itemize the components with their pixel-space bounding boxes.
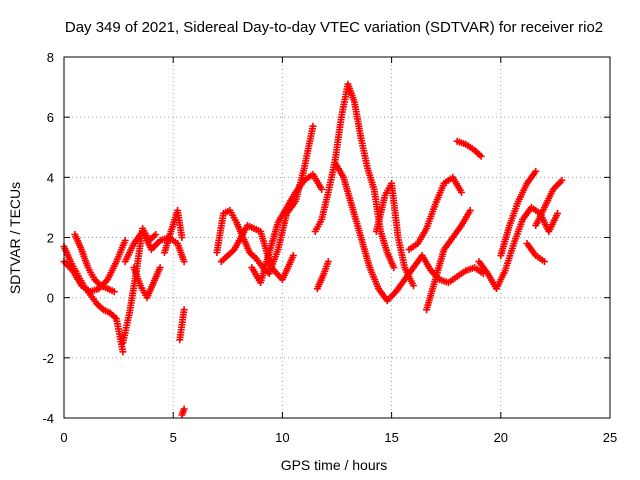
x-tick-labels: 0 5 10 15 20 25	[60, 430, 617, 445]
series-sat-g	[160, 206, 186, 257]
series-sat-b	[60, 237, 129, 296]
y-tick-label: -4	[42, 411, 54, 426]
series-sat-o	[331, 158, 487, 305]
x-tick-label: 20	[494, 430, 508, 445]
data-point	[289, 252, 297, 260]
x-tick-label: 25	[603, 430, 617, 445]
series-sat-h	[176, 306, 188, 344]
series-sat-p	[372, 179, 417, 290]
series-sat-f	[130, 264, 164, 302]
series-sat-t	[475, 203, 562, 293]
data-point	[152, 230, 160, 238]
data-point	[119, 348, 127, 356]
data-point	[178, 234, 186, 241]
data-point	[554, 209, 562, 217]
series-sat-v	[532, 176, 566, 229]
y-tick-label: 0	[47, 291, 54, 306]
x-tick-label: 15	[384, 430, 398, 445]
data-point	[477, 152, 485, 160]
series-sat-c	[71, 230, 118, 296]
y-tick-label: 2	[47, 231, 54, 246]
series-sat-i	[178, 405, 188, 419]
y-tick-labels: -4 -2 0 2 4 6 8	[42, 50, 54, 426]
series-sat-k	[217, 221, 297, 284]
series-sat-n	[311, 80, 398, 272]
x-axis-label: GPS time / hours	[281, 457, 388, 473]
data-point	[390, 264, 398, 272]
data-point	[558, 176, 566, 184]
chart-title: Day 349 of 2021, Sidereal Day-to-day VTE…	[65, 19, 603, 36]
series-sat-m	[313, 258, 332, 293]
y-tick-label: 4	[47, 170, 54, 185]
data-point	[110, 288, 118, 296]
data-point	[324, 258, 332, 266]
data-point	[532, 167, 540, 175]
data-point	[309, 122, 317, 130]
series-sat-r	[423, 206, 474, 314]
data-point	[409, 282, 417, 290]
x-tick-label: 0	[60, 430, 67, 445]
data-point	[457, 188, 465, 196]
series-sat-w	[523, 240, 548, 266]
data-point	[466, 206, 474, 214]
data-point	[318, 185, 326, 193]
data-point	[180, 258, 188, 266]
data-series	[60, 80, 566, 419]
plot-frame	[63, 56, 611, 419]
data-point	[540, 258, 548, 266]
x-tick-label: 5	[170, 430, 177, 445]
series-sat-s	[453, 137, 485, 160]
data-point	[156, 264, 164, 272]
data-point	[121, 237, 129, 245]
y-tick-label: 8	[47, 50, 54, 65]
grid	[64, 57, 610, 418]
data-point	[180, 306, 188, 314]
y-tick-label: -2	[42, 351, 54, 366]
series-sat-l	[248, 170, 326, 287]
series-sat-q	[405, 173, 465, 254]
y-tick-label: 6	[47, 110, 54, 125]
series-sat-u	[497, 167, 540, 260]
y-axis-label: SDTVAR / TECUs	[7, 182, 23, 294]
data-point	[180, 405, 188, 413]
x-tick-label: 10	[275, 430, 289, 445]
